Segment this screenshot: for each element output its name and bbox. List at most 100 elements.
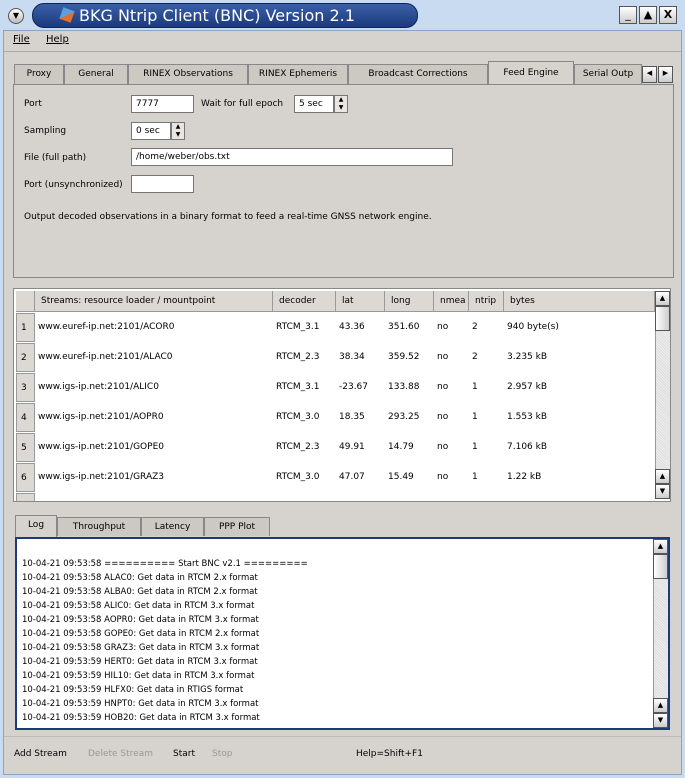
- table-cell[interactable]: www.euref-ip.net:2101/ACOR0: [38, 322, 175, 332]
- table-cell[interactable]: RTCM_2.3: [276, 442, 320, 452]
- table-cell[interactable]: no: [437, 472, 449, 482]
- spin-down-icon[interactable]: ▼: [175, 131, 181, 138]
- table-cell[interactable]: RTCM_3.1: [276, 322, 320, 332]
- row-header[interactable]: 3: [16, 373, 35, 402]
- log-textarea[interactable]: 10-04-21 09:53:58 ========== Start BNC v…: [15, 537, 670, 730]
- table-cell[interactable]: 293.25: [388, 412, 420, 422]
- column-header-ntrip[interactable]: ntrip: [469, 291, 504, 312]
- file-input[interactable]: /home/weber/obs.txt: [131, 148, 453, 166]
- table-cell[interactable]: 1: [472, 442, 478, 452]
- table-cell[interactable]: 3.235 kB: [507, 352, 548, 362]
- tab-rinex-ephemeris[interactable]: RINEX Ephemeris: [248, 64, 348, 84]
- table-cell[interactable]: no: [437, 382, 449, 392]
- tab-log[interactable]: Log: [15, 515, 57, 537]
- scroll-up-icon[interactable]: ▲: [655, 469, 670, 484]
- table-cell[interactable]: RTCM_3.1: [276, 382, 320, 392]
- table-cell[interactable]: www.igs-ip.net:2101/ALIC0: [38, 382, 159, 392]
- column-header-bytes[interactable]: bytes: [504, 291, 655, 312]
- add-stream-button[interactable]: Add Stream: [14, 749, 67, 759]
- table-cell[interactable]: www.igs-ip.net:2101/GRAZ3: [38, 472, 164, 482]
- table-cell[interactable]: www.igs-ip.net:2101/AOPR0: [38, 412, 164, 422]
- table-cell[interactable]: 359.52: [388, 352, 420, 362]
- scroll-up-icon[interactable]: ▲: [653, 698, 668, 713]
- table-cell[interactable]: 1.553 kB: [507, 412, 548, 422]
- table-cell[interactable]: 49.91: [339, 442, 365, 452]
- table-cell[interactable]: no: [437, 412, 449, 422]
- tab-feed-engine[interactable]: Feed Engine: [488, 61, 574, 85]
- scroll-thumb[interactable]: [653, 554, 668, 579]
- row-header[interactable]: 2: [16, 343, 35, 372]
- close-button[interactable]: X: [659, 6, 677, 24]
- spin-up-icon[interactable]: ▲: [338, 96, 344, 103]
- log-scrollbar[interactable]: [653, 539, 668, 728]
- delete-stream-button[interactable]: Delete Stream: [88, 749, 153, 759]
- table-cell[interactable]: 47.07: [339, 472, 365, 482]
- table-cell[interactable]: no: [437, 442, 449, 452]
- window-menu-icon[interactable]: ▼: [8, 8, 24, 24]
- start-button[interactable]: Start: [173, 749, 195, 759]
- scroll-thumb[interactable]: [655, 306, 670, 331]
- tab-serial-output[interactable]: Serial Outp: [574, 64, 642, 84]
- sampling-spinbox[interactable]: 0 sec: [131, 122, 171, 140]
- table-cell[interactable]: www.euref-ip.net:2101/ALAC0: [38, 352, 173, 362]
- spin-up-icon[interactable]: ▲: [175, 123, 181, 130]
- table-cell[interactable]: 7.106 kB: [507, 442, 548, 452]
- table-cell[interactable]: www.igs-ip.net:2101/GOPE0: [38, 442, 164, 452]
- tab-ppp-plot[interactable]: PPP Plot: [204, 517, 270, 536]
- minimize-button[interactable]: _: [619, 6, 637, 24]
- port-unsync-input[interactable]: [131, 175, 194, 193]
- tab-latency[interactable]: Latency: [141, 517, 204, 536]
- menu-file[interactable]: File: [13, 34, 30, 45]
- table-cell[interactable]: RTCM_2.3: [276, 352, 320, 362]
- column-header-nmea[interactable]: nmea: [434, 291, 469, 312]
- tab-rinex-observations[interactable]: RINEX Observations: [128, 64, 248, 84]
- table-cell[interactable]: RTCM_3.0: [276, 412, 320, 422]
- table-cell[interactable]: 38.34: [339, 352, 365, 362]
- table-cell[interactable]: 14.79: [388, 442, 414, 452]
- table-cell[interactable]: 1: [472, 412, 478, 422]
- sampling-spinner[interactable]: ▲ ▼: [171, 122, 185, 140]
- table-cell[interactable]: 133.88: [388, 382, 420, 392]
- stop-button[interactable]: Stop: [212, 749, 233, 759]
- streams-scrollbar[interactable]: [655, 291, 670, 499]
- wait-spinner[interactable]: ▲ ▼: [334, 95, 348, 113]
- scroll-down-icon[interactable]: ▼: [655, 484, 670, 499]
- table-cell[interactable]: no: [437, 322, 449, 332]
- table-cell[interactable]: 18.35: [339, 412, 365, 422]
- menu-help[interactable]: Help: [46, 34, 69, 45]
- column-header-lat[interactable]: lat: [336, 291, 385, 312]
- table-cell[interactable]: 940 byte(s): [507, 322, 559, 332]
- maximize-button[interactable]: ▲: [639, 6, 657, 24]
- column-header-streams[interactable]: Streams: resource loader / mountpoint: [35, 291, 273, 312]
- table-cell[interactable]: 351.60: [388, 322, 420, 332]
- spin-down-icon[interactable]: ▼: [338, 104, 344, 111]
- table-cell[interactable]: 2: [472, 352, 478, 362]
- table-cell[interactable]: 1: [472, 472, 478, 482]
- row-header[interactable]: 5: [16, 433, 35, 462]
- table-cell[interactable]: 1: [472, 382, 478, 392]
- tab-scroll-right-icon[interactable]: ▶: [658, 66, 673, 83]
- scroll-up-icon[interactable]: ▲: [655, 291, 670, 306]
- table-cell[interactable]: 1.22 kB: [507, 472, 542, 482]
- table-cell[interactable]: 43.36: [339, 322, 365, 332]
- port-input[interactable]: 7777: [131, 95, 194, 113]
- scroll-up-icon[interactable]: ▲: [653, 539, 668, 554]
- table-cell[interactable]: no: [437, 352, 449, 362]
- row-header[interactable]: 1: [16, 313, 35, 342]
- tab-scroll-left-icon[interactable]: ◀: [642, 66, 657, 83]
- wait-spinbox[interactable]: 5 sec: [294, 95, 334, 113]
- tab-general[interactable]: General: [64, 64, 128, 84]
- table-cell[interactable]: 15.49: [388, 472, 414, 482]
- tab-throughput[interactable]: Throughput: [57, 517, 141, 536]
- column-header-decoder[interactable]: decoder: [273, 291, 336, 312]
- table-cell[interactable]: -23.67: [339, 382, 369, 392]
- column-header-long[interactable]: long: [385, 291, 434, 312]
- table-cell[interactable]: 2.957 kB: [507, 382, 548, 392]
- tab-proxy[interactable]: Proxy: [14, 64, 64, 84]
- scroll-down-icon[interactable]: ▼: [653, 713, 668, 728]
- tab-broadcast-corrections[interactable]: Broadcast Corrections: [348, 64, 488, 84]
- row-header[interactable]: 4: [16, 403, 35, 432]
- table-cell[interactable]: 2: [472, 322, 478, 332]
- table-cell[interactable]: RTCM_3.0: [276, 472, 320, 482]
- row-header[interactable]: 6: [16, 463, 35, 492]
